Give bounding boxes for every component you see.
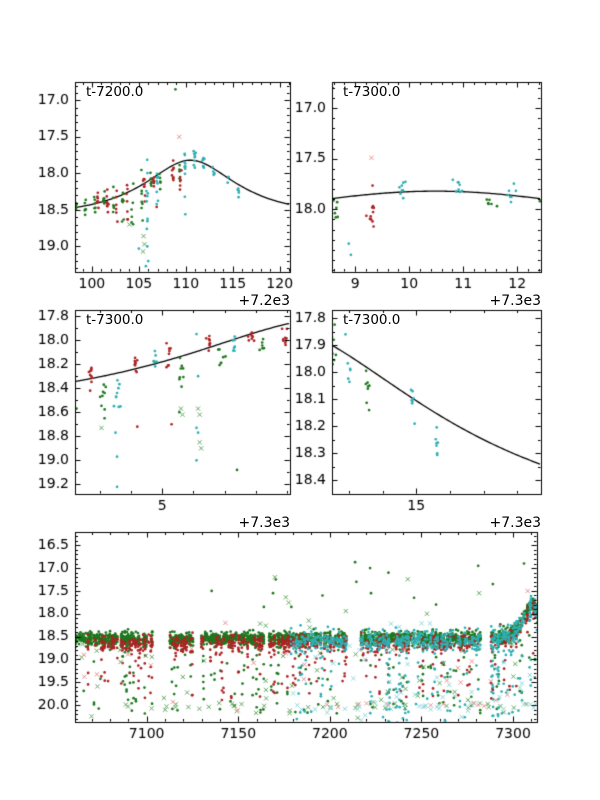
light-curve-figure: KMT-2015-BLG-0210 BLG02M0917.0532 t0=731… — [0, 0, 600, 800]
plot-canvas — [0, 0, 600, 800]
